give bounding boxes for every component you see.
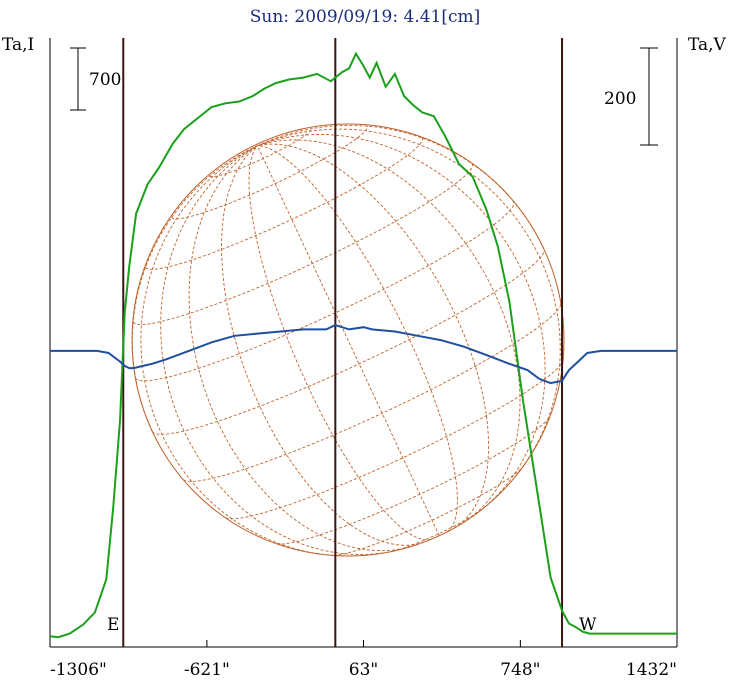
- latitude-line: [151, 248, 545, 435]
- polarization-series-line: [50, 324, 677, 385]
- x-ticks: -1306" -621" 63" 748" 1432": [49, 640, 678, 680]
- latitude-line: [135, 201, 515, 382]
- longitude-line: [257, 145, 458, 533]
- x-tick-label: 1432": [626, 660, 677, 680]
- intensity-series-line: [49, 51, 677, 639]
- left-axis-label: Ta,I: [2, 35, 34, 55]
- right-scale-bar-value: 200: [604, 89, 636, 109]
- disk-limb: [131, 123, 565, 557]
- longitude-line: [256, 145, 440, 536]
- longitude-line: [248, 145, 432, 541]
- latitude-line: [393, 509, 482, 552]
- x-tick-label: -1306": [50, 660, 107, 680]
- left-scale-bar: 700: [70, 47, 121, 111]
- left-scale-bar-value: 700: [89, 70, 121, 90]
- longitude-line: [188, 145, 410, 552]
- series-layer: [49, 51, 677, 639]
- longitude-line: [257, 134, 546, 511]
- x-tick-label: 748": [500, 660, 540, 680]
- longitude-line: [221, 145, 424, 546]
- chart-title: Sun: 2009/09/19: 4.41[cm]: [250, 7, 481, 27]
- longitude-line: [257, 124, 545, 249]
- longitude-line: [257, 139, 521, 521]
- x-tick-label: -621": [184, 660, 230, 680]
- latitude-line: [145, 138, 424, 270]
- longitude-line: [131, 145, 258, 432]
- longitude-line: [257, 143, 490, 529]
- west-limb-label: W: [579, 615, 597, 635]
- longitude-line: [160, 145, 394, 555]
- latitude-line: [182, 303, 562, 482]
- east-limb-label: E: [107, 615, 119, 635]
- longitude-line: [140, 145, 345, 557]
- x-tick-label: 63": [349, 660, 378, 680]
- right-scale-bar: 200: [604, 47, 658, 146]
- longitude-line: [257, 128, 561, 477]
- right-axis-label: Ta,V: [688, 35, 727, 55]
- solar-disk: [131, 123, 565, 557]
